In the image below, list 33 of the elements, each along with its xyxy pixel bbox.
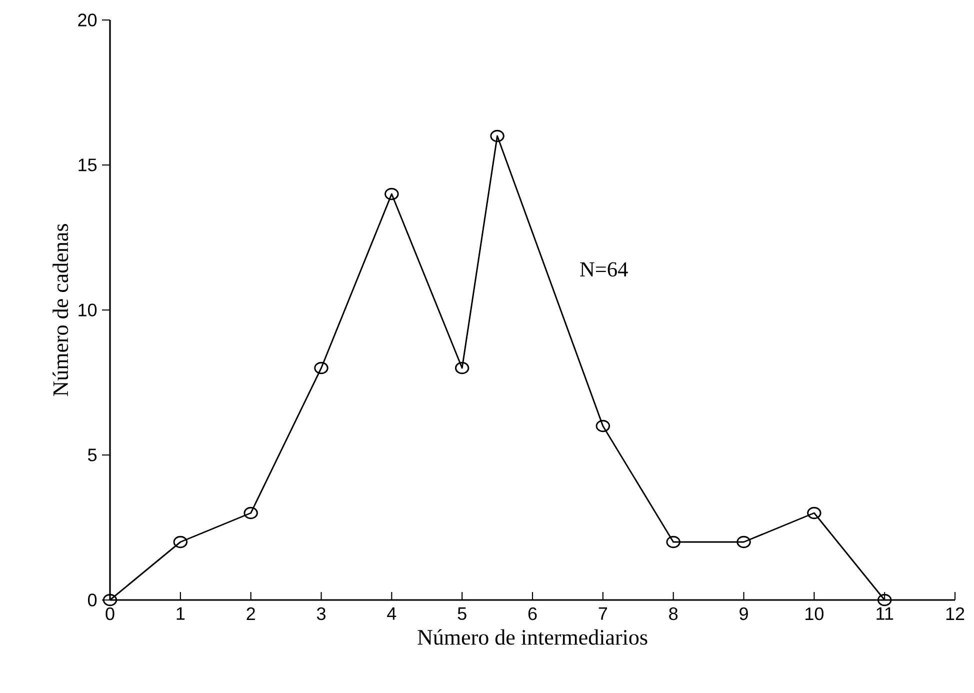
- point: [454, 362, 470, 374]
- x-tick-label: 12: [946, 607, 964, 620]
- x-tick-label: 7: [598, 607, 608, 620]
- x-tick-label: 6: [528, 607, 537, 620]
- point: [666, 536, 680, 548]
- x-tick-label: 4: [387, 607, 396, 620]
- point: [384, 188, 399, 200]
- x-tick-label: 8: [669, 607, 678, 620]
- x-tick-label: 5: [458, 607, 466, 620]
- y-axis-title: Número de cadenas: [52, 224, 68, 396]
- point: [244, 506, 258, 520]
- y-tick-label: 15: [78, 158, 97, 172]
- x-tick-label: 2: [246, 607, 255, 620]
- point: [102, 594, 118, 606]
- point: [490, 130, 504, 142]
- point: [736, 536, 751, 548]
- x-tick-label: 1: [176, 607, 185, 620]
- y-tick-label: 20: [78, 14, 97, 26]
- y-tick-label: 0: [88, 594, 97, 606]
- x-axis-title: Número de intermediarios: [418, 629, 648, 645]
- point: [173, 536, 188, 548]
- point: [877, 594, 892, 606]
- x-tick-label: 10: [806, 607, 824, 620]
- x-tick-label: 9: [740, 607, 748, 620]
- x-tick-label: 3: [316, 607, 326, 620]
- point: [807, 506, 822, 520]
- y-tick-label: 5: [88, 448, 97, 462]
- y-tick-label: 10: [78, 304, 97, 316]
- x-tick-label: 11: [876, 607, 894, 620]
- point: [596, 420, 610, 432]
- point: [314, 362, 328, 374]
- annotation: N=64: [580, 262, 628, 277]
- x-tick-label: 0: [106, 607, 114, 620]
